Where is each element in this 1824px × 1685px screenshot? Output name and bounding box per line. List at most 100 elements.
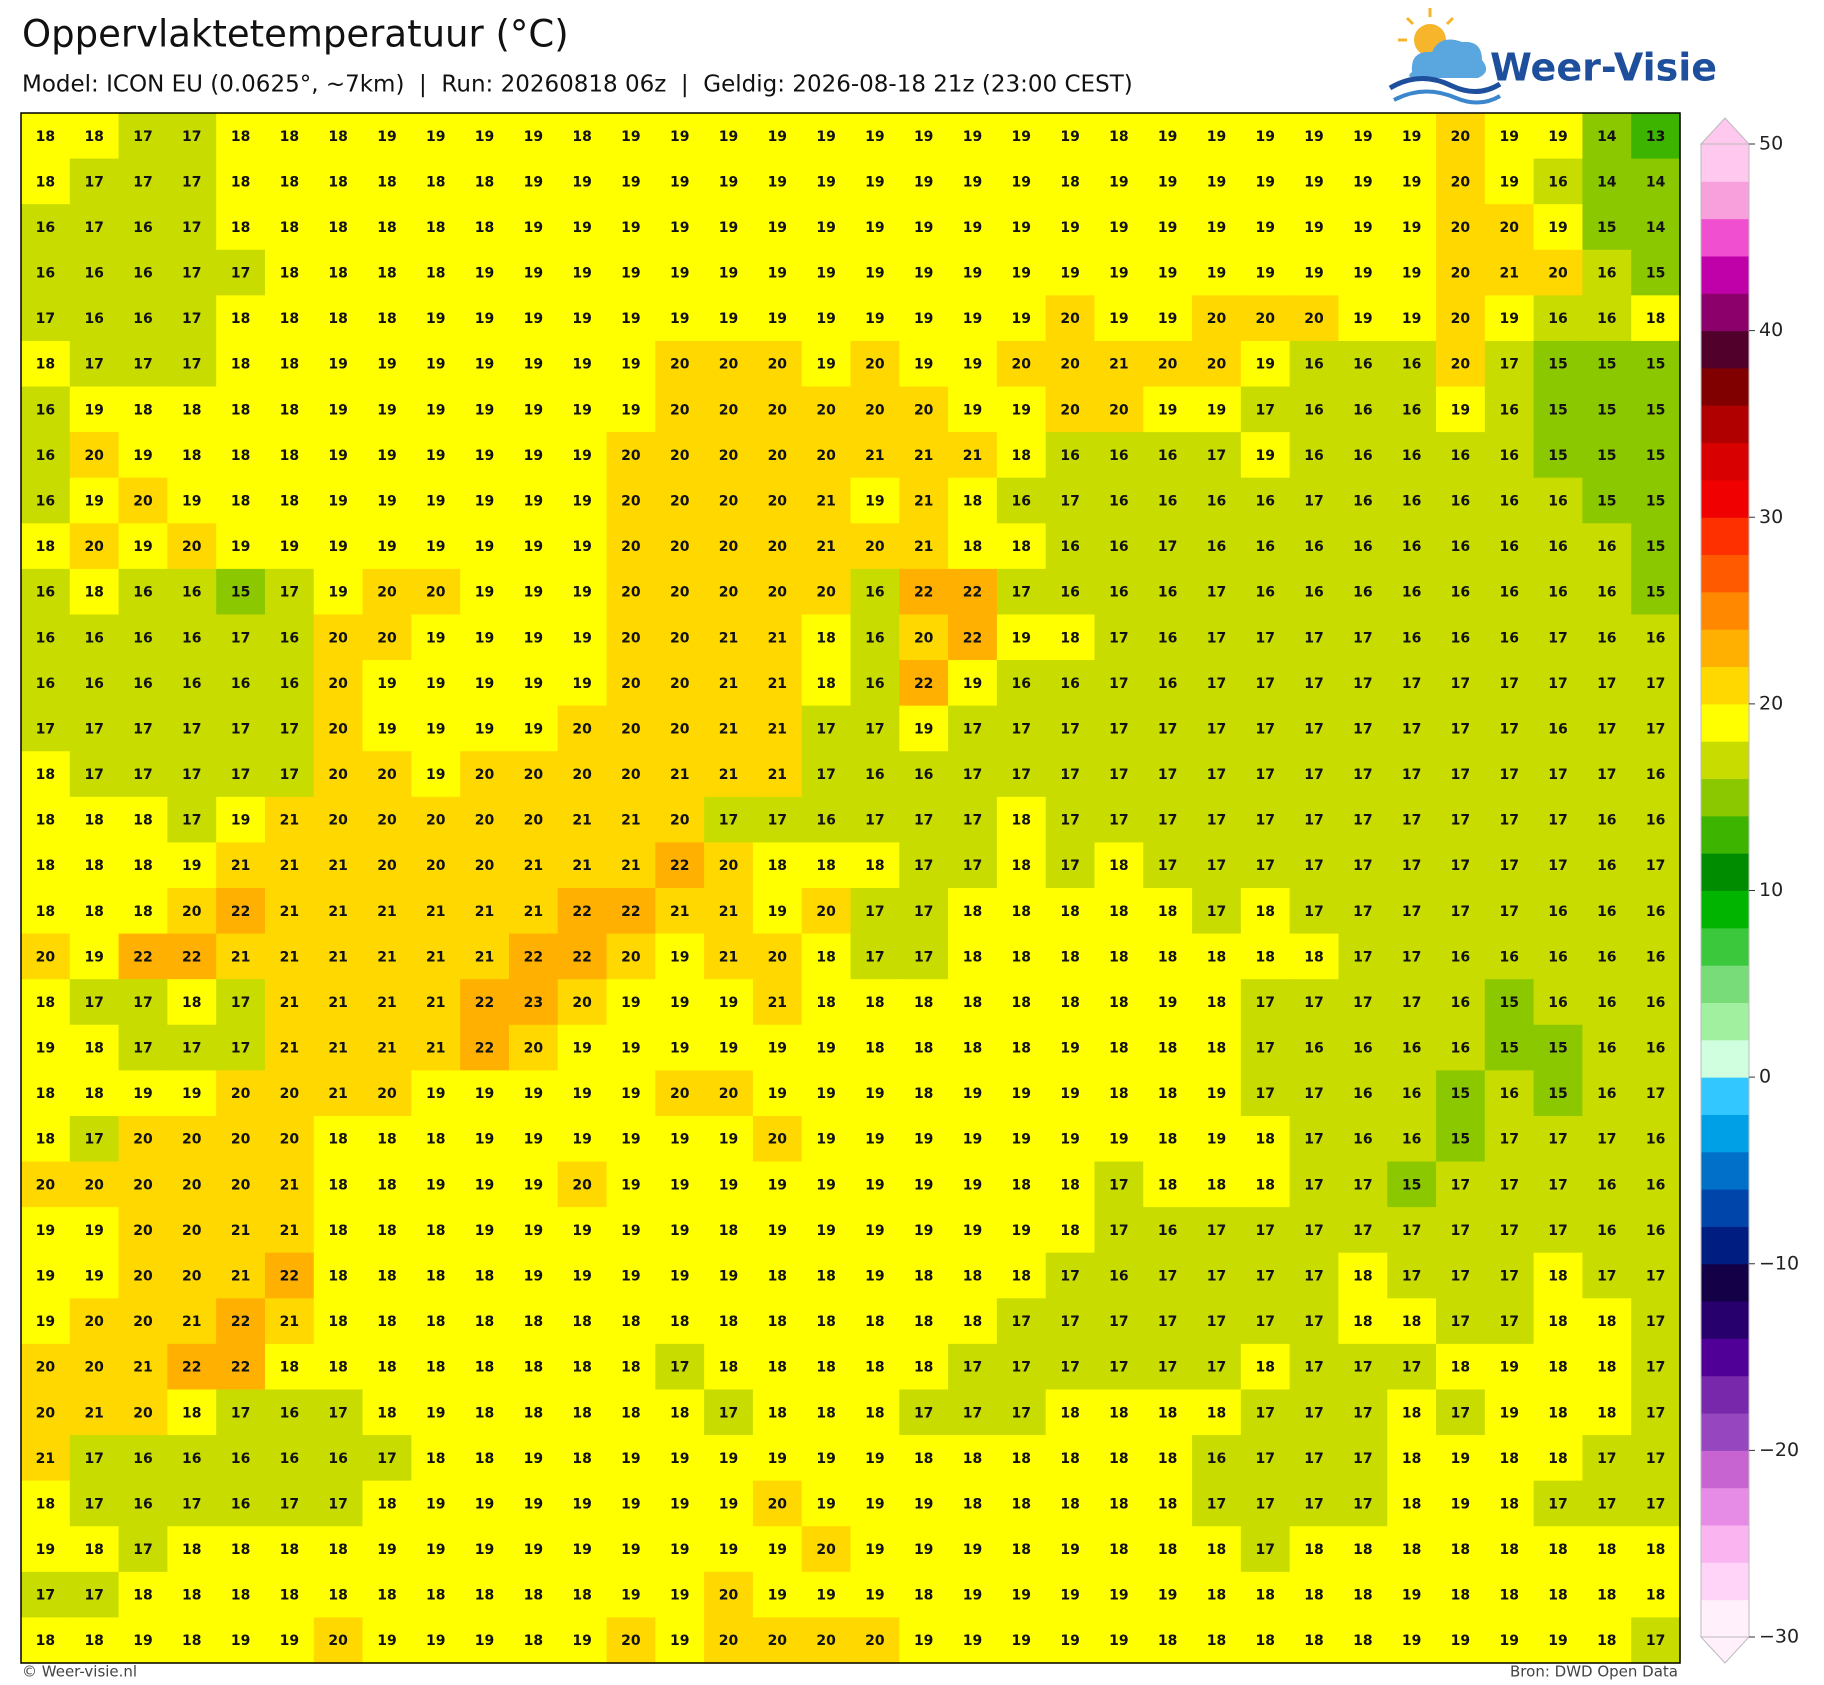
temperature-cell xyxy=(1582,204,1632,251)
temperature-label: 19 xyxy=(1499,1633,1518,1649)
temperature-label: 17 xyxy=(1060,813,1079,829)
colorbar-band xyxy=(1701,853,1749,891)
temperature-label: 22 xyxy=(621,904,640,920)
temperature-cell xyxy=(69,340,120,388)
temperature-label: 18 xyxy=(865,995,884,1011)
temperature-label: 18 xyxy=(865,1405,884,1421)
colorbar-band xyxy=(1701,405,1749,444)
temperature-label: 22 xyxy=(231,904,250,920)
temperature-label: 19 xyxy=(572,357,591,373)
temperature-label: 19 xyxy=(963,1633,982,1649)
temperature-label: 20 xyxy=(719,1588,739,1604)
temperature-label: 16 xyxy=(1060,539,1079,555)
temperature-cell xyxy=(752,113,803,160)
temperature-label: 19 xyxy=(670,1588,689,1604)
temperature-label: 20 xyxy=(621,721,641,737)
temperature-label: 19 xyxy=(621,266,640,282)
temperature-label: 19 xyxy=(914,174,933,190)
temperature-label: 17 xyxy=(1207,904,1226,920)
temperature-label: 18 xyxy=(1304,949,1323,965)
temperature-label: 17 xyxy=(1402,1360,1421,1376)
temperature-label: 17 xyxy=(1109,721,1128,737)
temperature-label: 19 xyxy=(572,174,591,190)
temperature-label: 17 xyxy=(1304,1269,1323,1285)
temperature-cell xyxy=(1484,113,1535,160)
temperature-label: 19 xyxy=(865,1496,884,1512)
temperature-label: 19 xyxy=(1256,357,1275,373)
temperature-label: 14 xyxy=(1646,174,1666,190)
temperature-label: 17 xyxy=(719,813,738,829)
temperature-label: 18 xyxy=(84,1633,103,1649)
temperature-label: 18 xyxy=(1012,995,1031,1011)
temperature-cell xyxy=(21,386,71,433)
temperature-cell xyxy=(606,249,656,296)
temperature-label: 21 xyxy=(280,1314,299,1330)
temperature-label: 20 xyxy=(1012,357,1032,373)
temperature-label: 16 xyxy=(1402,357,1421,373)
temperature-cell xyxy=(216,113,266,160)
temperature-label: 18 xyxy=(1646,1542,1665,1558)
colorbar-band xyxy=(1701,517,1749,556)
temperature-label: 19 xyxy=(914,1496,933,1512)
temperature-label: 19 xyxy=(865,174,884,190)
temperature-cell xyxy=(801,158,852,205)
temperature-label: 17 xyxy=(1012,767,1031,783)
temperature-label: 19 xyxy=(768,904,787,920)
temperature-label: 17 xyxy=(1353,949,1372,965)
temperature-label: 16 xyxy=(1256,585,1275,601)
temperature-label: 19 xyxy=(524,448,543,464)
temperature-cell xyxy=(313,158,364,205)
temperature-cell xyxy=(1387,295,1437,342)
colorbar-band xyxy=(1701,479,1749,518)
temperature-label: 20 xyxy=(621,949,641,965)
temperature-cell xyxy=(313,523,364,570)
temperature-label: 20 xyxy=(1060,311,1080,327)
temperature-label: 17 xyxy=(1499,767,1518,783)
temperature-label: 18 xyxy=(1109,1405,1128,1421)
temperature-label: 18 xyxy=(524,1405,543,1421)
temperature-label: 18 xyxy=(1207,1041,1226,1057)
temperature-label: 16 xyxy=(1597,630,1616,646)
temperature-label: 18 xyxy=(1402,1405,1421,1421)
temperature-label: 20 xyxy=(182,539,202,555)
temperature-cell xyxy=(508,113,559,160)
temperature-label: 20 xyxy=(670,585,690,601)
temperature-label: 20 xyxy=(1060,402,1080,418)
temperature-label: 18 xyxy=(84,1086,103,1102)
temperature-label: 19 xyxy=(963,1223,982,1239)
temperature-label: 19 xyxy=(572,311,591,327)
temperature-label: 19 xyxy=(670,1223,689,1239)
temperature-label: 18 xyxy=(572,1360,591,1376)
temperature-cell xyxy=(948,523,998,570)
temperature-label: 19 xyxy=(572,1223,591,1239)
temperature-label: 19 xyxy=(475,1223,494,1239)
temperature-label: 17 xyxy=(1012,1314,1031,1330)
temperature-cell xyxy=(1045,204,1096,251)
temperature-cell xyxy=(362,158,412,205)
temperature-label: 17 xyxy=(182,266,201,282)
temperature-label: 18 xyxy=(1597,1405,1616,1421)
temperature-label: 17 xyxy=(1499,1223,1518,1239)
temperature-cell xyxy=(606,113,656,160)
temperature-label: 18 xyxy=(426,1588,445,1604)
temperature-label: 17 xyxy=(1256,1269,1275,1285)
temperature-cell xyxy=(1240,432,1291,479)
temperature-label: 19 xyxy=(914,357,933,373)
temperature-cell xyxy=(1094,295,1144,342)
temperature-label: 19 xyxy=(426,1633,445,1649)
temperature-label: 19 xyxy=(768,1542,787,1558)
temperature-label: 19 xyxy=(865,1223,884,1239)
temperature-cell xyxy=(996,249,1047,296)
temperature-label: 18 xyxy=(231,357,250,373)
temperature-cell xyxy=(21,113,71,160)
temperature-label: 19 xyxy=(524,1132,543,1148)
temperature-label: 17 xyxy=(1304,494,1323,510)
temperature-cell xyxy=(1582,295,1632,342)
temperature-cell xyxy=(704,295,754,342)
temperature-label: 17 xyxy=(1353,721,1372,737)
temperature-label: 18 xyxy=(328,129,347,145)
temperature-label: 18 xyxy=(1256,949,1275,965)
temperature-label: 19 xyxy=(1402,174,1421,190)
temperature-label: 18 xyxy=(280,1588,299,1604)
temperature-cell xyxy=(655,386,705,433)
